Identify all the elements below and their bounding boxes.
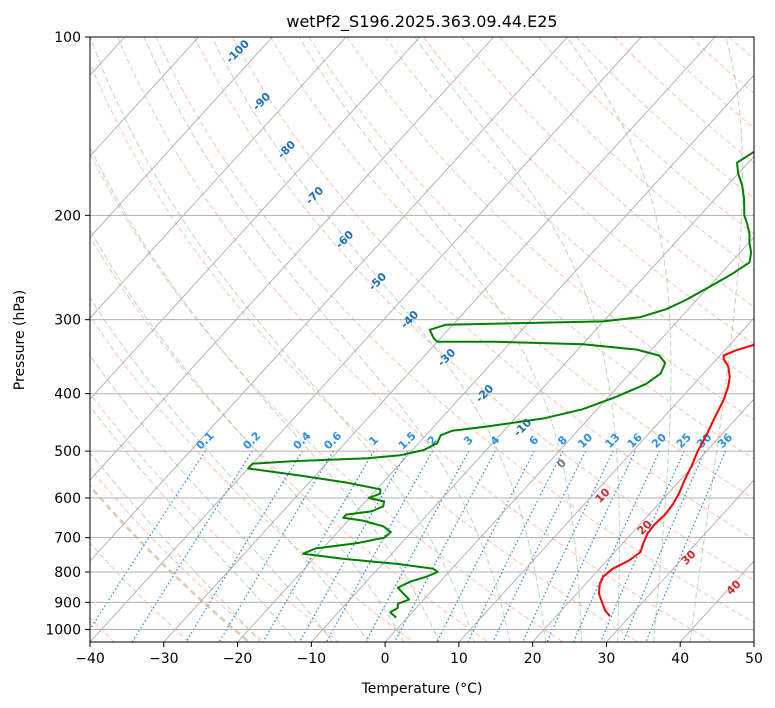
isotherm-line [90,37,421,400]
y-tick-label: 900 [54,595,81,611]
mixing-ratio-line [365,450,470,642]
isotherm-line [90,37,642,642]
dry-adiabat [90,467,265,642]
x-tick-label: −20 [223,651,253,667]
x-tick-label: −10 [297,651,327,667]
pressure-grid [90,37,754,642]
x-tick-label: 20 [524,651,542,667]
x-tick-label: −40 [75,651,105,667]
dry-adiabat [423,37,754,345]
dry-adiabat [384,37,754,383]
chart-title: wetPf2_S196.2025.363.09.44.E25 [286,12,557,32]
x-tick-label: 0 [381,651,390,667]
background-lines [90,37,754,642]
plot-frame [89,36,755,643]
y-tick-label: 300 [54,313,81,329]
isotherm-line [384,236,754,642]
moist-adiabat [90,37,476,642]
moist-adiabat [689,37,744,642]
isotherm-line [237,74,754,642]
y-tick-label: 400 [54,387,81,403]
moist-adiabat [414,37,620,642]
isotherm-line [90,37,199,157]
moist-adiabat [90,405,298,642]
y-tick-label: 100 [54,30,81,46]
mixing-ratio-line [185,450,303,642]
isotherm-line [90,37,495,481]
y-tick-label: 500 [54,444,81,460]
sounding-series [247,150,754,619]
isotherm-line [458,317,754,642]
isotherm-line [90,37,568,562]
mixing-ratio-line [572,450,661,642]
x-tick-label: 50 [745,651,763,667]
y-tick-label: 600 [54,491,81,507]
mixing-ratio-line [436,450,535,642]
y-tick-label: 800 [54,565,81,581]
mixing-ratio-line [467,450,564,642]
isotherm-line [606,479,754,642]
moist-adiabat [90,451,262,642]
mixing-ratio-line [492,450,587,642]
dry-adiabat [90,152,564,642]
moist-adiabat [143,37,511,642]
mixing-ratio-line [299,450,409,642]
x-axis-label: Temperature (°C) [361,681,483,697]
mixing-ratio-line [522,450,614,642]
x-tick-label: −30 [149,651,179,667]
moist-adiabat [211,37,547,642]
mixing-ratio-line [325,450,434,642]
y-axis-label: Pressure (hPa) [12,290,28,390]
isotherm-line [532,398,754,642]
isotherm-line [163,37,716,642]
mixing-ratio-line [546,450,636,642]
axes: −40 −30 −20 −10 0 10 20 30 40 50 100 200 300 400 500 60… [45,30,763,667]
isotherm-line [90,37,273,238]
y-tick-label: 200 [54,208,81,224]
dry-adiabat [308,37,754,460]
x-tick-label: 40 [671,651,689,667]
moist-adiabat [90,229,405,642]
isotherm-line [310,155,754,642]
dry-adiabat [90,62,639,642]
dewpoint-line [247,150,754,619]
x-tick-label: 30 [598,651,616,667]
reference-curve [90,484,250,642]
dry-adiabat [270,37,754,500]
temperature-line [597,343,754,617]
dry-adiabat [193,37,754,582]
x-tick-label: 10 [450,651,468,667]
moist-adiabat [90,146,440,642]
y-tick-label: 1000 [45,622,81,638]
dry-adiabat [117,37,713,642]
dry-adiabat [346,37,754,421]
moist-adiabat [90,296,369,642]
isotherm-line [90,37,347,319]
dry-adiabat [155,37,754,624]
moist-adiabat [566,37,672,642]
y-tick-label: 700 [54,531,81,547]
